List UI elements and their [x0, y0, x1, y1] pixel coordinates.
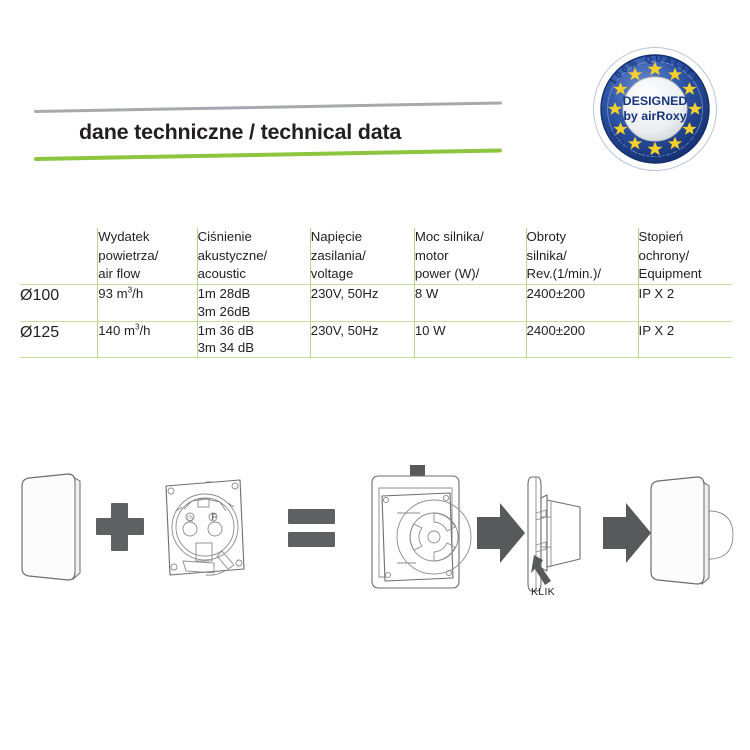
air-flow-exponent: 3 [134, 322, 140, 332]
klik-arrow-icon [531, 555, 551, 585]
assembly-diagram: ◷ F [0, 455, 750, 635]
diagram-arrow-right-1-icon [477, 503, 525, 563]
header-rule-top [33, 101, 502, 113]
cell-air-flow: 93 m3/h [97, 284, 198, 322]
operator-plus-icon [96, 503, 144, 551]
diagram-fan-body-front: ◷ F [165, 479, 245, 576]
page-title: dane techniczne / technical data [79, 120, 402, 144]
table-header-rev: Obroty silnika/ Rev.(1/min.)/ [525, 228, 639, 285]
badge-core [622, 76, 688, 142]
cell-rev: 2400±200 [525, 284, 639, 322]
table-bottom-edge-cell [97, 357, 198, 358]
cell-acoustic: 1m 28dB 3m 26dB [196, 284, 311, 322]
table-header-model [20, 228, 98, 285]
diagram-final-assembly [650, 476, 734, 586]
diagram-arrow-right-2-icon [603, 503, 651, 563]
diagram-fan-in-frame [371, 475, 472, 589]
table-bottom-edge-cell [310, 357, 415, 358]
table-header-row: Wydatek powietrza/ air flow Ciśnienie ak… [20, 228, 732, 285]
table-bottom-edge-cell [638, 357, 732, 358]
cell-protection: IP X 2 [637, 320, 732, 358]
diagram-fan-side-view [527, 476, 581, 592]
air-flow-unit: /h [132, 286, 144, 302]
header-rule-bottom [33, 148, 502, 161]
klik-label: KLIK [531, 586, 555, 598]
table-header-voltage: Napięcie zasilania/ voltage [309, 228, 415, 285]
eu-stars-icon [607, 61, 703, 156]
table-header-power: Moc silnika/ motor power (W)/ [413, 228, 527, 285]
cell-voltage: 230V, 50Hz [309, 320, 415, 358]
table-header-air-flow: Wydatek powietrza/ air flow [97, 228, 198, 285]
badge-center-line1: DESIGNED [623, 94, 688, 108]
cell-power: 8 W [413, 284, 527, 322]
air-flow-exponent: 3 [127, 285, 133, 295]
table-row: Ø125 140 m3/h 1m 36 dB 3m 34 dB 230V, 50… [20, 320, 732, 358]
air-flow-number: 140 m [98, 322, 135, 338]
cell-voltage: 230V, 50Hz [309, 284, 415, 322]
table-bottom-edge-cell [414, 357, 527, 358]
cell-air-flow: 140 m3/h [97, 320, 198, 358]
cell-model: Ø125 [20, 320, 98, 358]
quality-badge: 100% QUALITY 100% GUARANTEE DESIGNED by … [588, 42, 722, 176]
table-bottom-edge-cell [526, 357, 639, 358]
table-row: Ø100 93 m3/h 1m 28dB 3m 26dB 230V, 50Hz … [20, 284, 732, 322]
table-bottom-edge [20, 357, 732, 358]
cell-acoustic: 1m 36 dB 3m 34 dB [196, 320, 311, 358]
cell-power: 10 W [413, 320, 527, 358]
table-bottom-edge-cell [20, 357, 98, 358]
header-banner: dane techniczne / technical data [0, 90, 520, 175]
diagram-front-cover-panel [21, 473, 81, 581]
air-flow-number: 93 m [98, 286, 128, 302]
technical-data-table: Wydatek powietrza/ air flow Ciśnienie ak… [20, 228, 732, 358]
operator-equals-icon [288, 509, 335, 547]
table-bottom-edge-cell [197, 357, 311, 358]
cell-rev: 2400±200 [525, 320, 639, 358]
cell-protection: IP X 2 [637, 284, 732, 322]
cell-model: Ø100 [20, 284, 98, 322]
badge-center-line2: by airRoxy [623, 109, 686, 123]
fan-f-marking: F [211, 512, 217, 522]
table-header-acoustic: Ciśnienie akustyczne/ acoustic [196, 228, 311, 285]
air-flow-unit: /h [139, 322, 151, 338]
fan-timer-icon: ◷ [187, 515, 193, 522]
table-header-protection: Stopień ochrony/ Equipment [637, 228, 732, 285]
